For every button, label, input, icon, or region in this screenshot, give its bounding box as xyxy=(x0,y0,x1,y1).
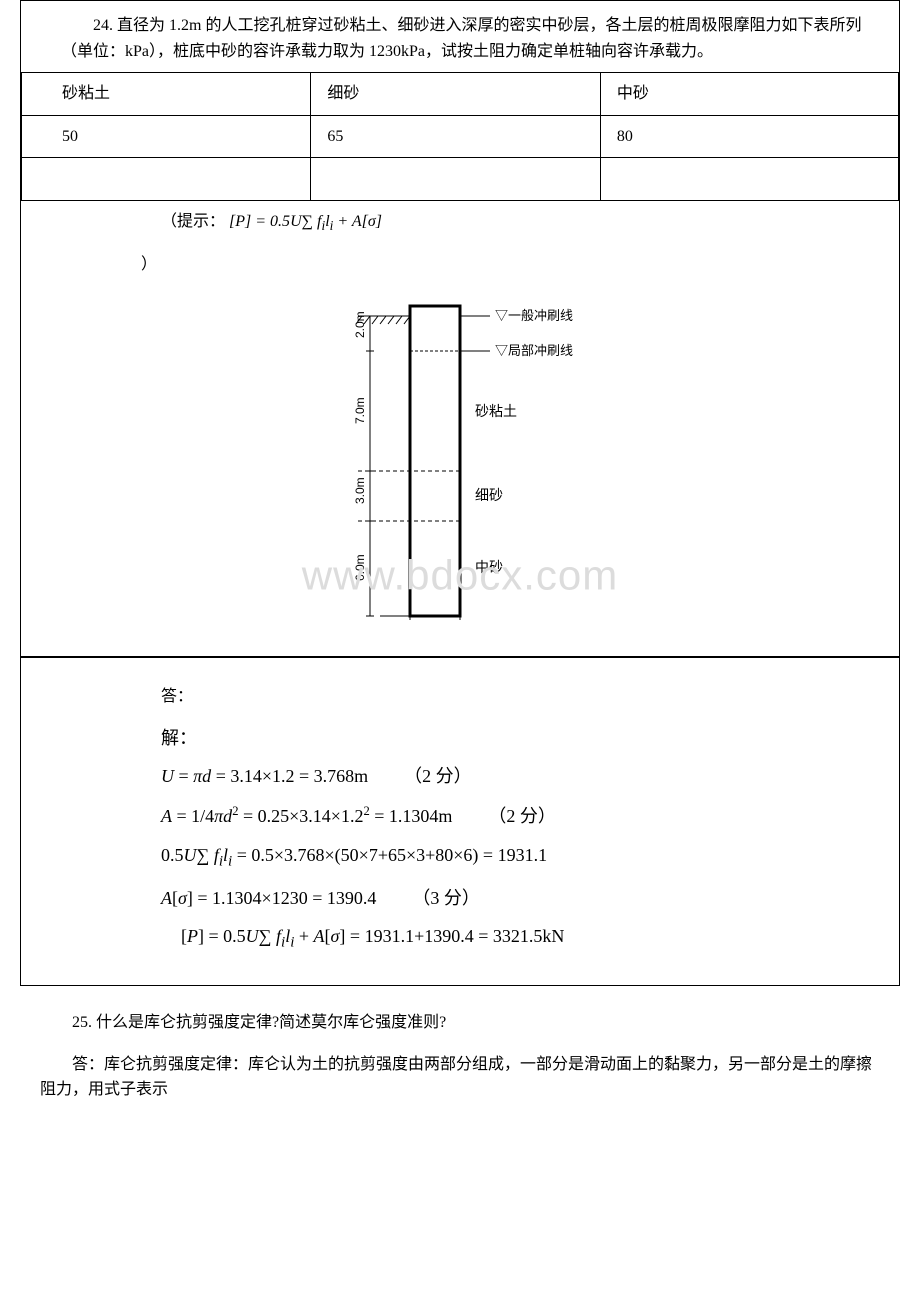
hint-row: （提示： [P] = 0.5U∑ fili + A[σ] xyxy=(21,201,899,245)
page: 24. 直径为 1.2m 的人工挖孔桩穿过砂粘土、细砂进入深厚的密实中砂层，各土… xyxy=(0,0,920,1111)
solution-line: A[σ] = 1.1304×1230 = 1390.4 （3 分） xyxy=(161,884,875,913)
hint-formula: [P] = 0.5U∑ fili + A[σ] xyxy=(229,209,382,237)
table-row: 50 65 80 xyxy=(22,115,899,158)
table-cell xyxy=(600,158,898,201)
table-cell: 砂粘土 xyxy=(22,73,311,116)
answer-label: 答： xyxy=(161,684,875,710)
question-24-box: 24. 直径为 1.2m 的人工挖孔桩穿过砂粘土、细砂进入深厚的密实中砂层，各土… xyxy=(20,0,900,657)
table-cell: 中砂 xyxy=(600,73,898,116)
svg-text:▽局部冲刷线: ▽局部冲刷线 xyxy=(495,343,573,358)
svg-text:3.0m: 3.0m xyxy=(353,477,367,504)
table-cell: 65 xyxy=(311,115,600,158)
svg-text:▽一般冲刷线: ▽一般冲刷线 xyxy=(495,308,573,323)
table-cell: 50 xyxy=(22,115,311,158)
soil-table: 砂粘土 细砂 中砂 50 65 80 xyxy=(21,72,899,201)
pile-diagram: ▽一般冲刷线 ▽局部冲刷线 砂粘土 细砂 中砂 2.0m 7.0m xyxy=(21,286,899,656)
solution-label: 解： xyxy=(161,724,875,753)
hint-label: （提示： xyxy=(161,209,225,235)
table-cell xyxy=(311,158,600,201)
question-25-answer: 答：库仑抗剪强度定律：库仑认为土的抗剪强度由两部分组成，一部分是滑动面上的黏聚力… xyxy=(0,1044,920,1111)
solution-line: A = 1/4πd2 = 0.25×3.14×1.22 = 1.1304m （2… xyxy=(161,801,875,831)
solution-line: 0.5U∑ fili = 0.5×3.768×(50×7+65×3+80×6) … xyxy=(161,841,875,874)
table-row xyxy=(22,158,899,201)
svg-text:中砂: 中砂 xyxy=(475,560,503,576)
svg-text:2.0m: 2.0m xyxy=(353,311,367,338)
table-cell xyxy=(22,158,311,201)
question-25-text: 25. 什么是库仑抗剪强度定律?简述莫尔库仑强度准则? xyxy=(0,986,920,1044)
solution-line: [P] = 0.5U∑ fili + A[σ] = 1931.1+1390.4 … xyxy=(161,922,875,955)
pile-diagram-svg: ▽一般冲刷线 ▽局部冲刷线 砂粘土 细砂 中砂 2.0m 7.0m xyxy=(280,296,640,636)
svg-text:细砂: 细砂 xyxy=(475,488,503,504)
table-cell: 细砂 xyxy=(311,73,600,116)
table-cell: 80 xyxy=(600,115,898,158)
svg-text:6.0m: 6.0m xyxy=(353,554,367,581)
solution-line: U = πd = 3.14×1.2 = 3.768m （2 分） xyxy=(161,762,875,791)
answer-24-box: 答： 解： U = πd = 3.14×1.2 = 3.768m （2 分） A… xyxy=(20,657,900,986)
table-row: 砂粘土 细砂 中砂 xyxy=(22,73,899,116)
question-24-text: 24. 直径为 1.2m 的人工挖孔桩穿过砂粘土、细砂进入深厚的密实中砂层，各土… xyxy=(21,1,899,72)
svg-text:砂粘土: 砂粘土 xyxy=(475,404,517,420)
svg-text:7.0m: 7.0m xyxy=(353,397,367,424)
hint-paren: ） xyxy=(21,244,899,286)
